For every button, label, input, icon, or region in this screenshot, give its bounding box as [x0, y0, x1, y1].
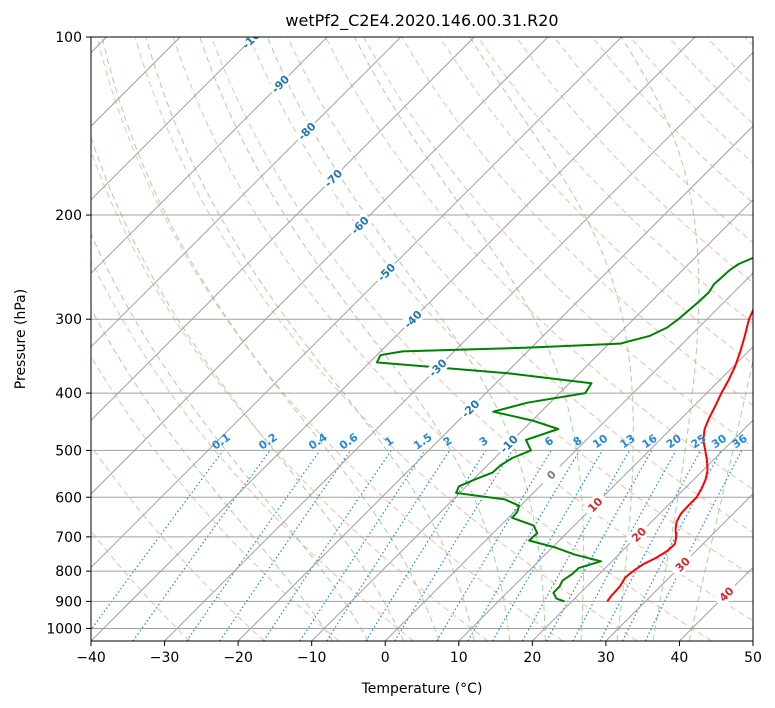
mixing-ratio-line — [299, 450, 426, 641]
mixing-ratio-line — [326, 450, 451, 641]
x-tick-label: −30 — [150, 650, 180, 666]
y-tick-label: 200 — [55, 208, 82, 224]
plot-frame — [90, 36, 754, 642]
y-tick-label: 500 — [55, 443, 82, 459]
mixing-ratio-line — [546, 450, 653, 641]
moist-adiabat — [91, 232, 369, 641]
dry-adiabat — [210, 37, 753, 622]
isotherm-line — [91, 37, 696, 641]
dry-adiabat — [248, 37, 753, 577]
isotherm-label-bg — [266, 70, 294, 98]
mixing-ratio-line — [644, 450, 743, 641]
isotherm-line — [752, 640, 753, 641]
isotherm-line — [384, 272, 753, 641]
y-tick-label: 300 — [55, 312, 82, 328]
temperature-profile-line — [606, 308, 753, 602]
isotherm-line — [91, 37, 255, 201]
dry-adiabat — [91, 355, 340, 641]
dry-adiabat — [96, 37, 563, 641]
dry-adiabat — [172, 37, 713, 641]
moist-adiabat — [688, 358, 753, 641]
moist-adiabat — [101, 37, 440, 641]
moist-adiabat — [199, 37, 511, 641]
x-tick-label: 30 — [597, 650, 615, 666]
y-tick-label: 600 — [55, 490, 82, 506]
mixing-ratio-line — [263, 450, 392, 641]
dry-adiabat — [325, 37, 753, 490]
x-tick-label: 20 — [523, 650, 541, 666]
moist-adiabat — [620, 37, 700, 641]
mixing-ratio-line — [521, 450, 631, 641]
isotherm-label-bg — [372, 258, 400, 286]
isotherm-line — [91, 37, 475, 422]
mixing-ratio-line — [91, 450, 224, 631]
mixing-ratio-line — [219, 450, 352, 641]
dry-adiabat — [134, 37, 638, 641]
isotherm-lines — [91, 37, 753, 641]
x-tick-label: 10 — [450, 650, 468, 666]
isotherm-line — [91, 37, 328, 274]
isotherm-label-bg — [625, 521, 653, 548]
x-tick-label: 0 — [381, 650, 390, 666]
y-tick-label: 100 — [55, 30, 82, 46]
y-tick-label: 700 — [55, 530, 82, 546]
x-axis: −40 −30 −20 −10 0 10 20 30 40 50 — [76, 641, 762, 666]
x-tick-label: −10 — [297, 650, 327, 666]
moist-adiabat — [354, 37, 585, 641]
dewpoint-profile-line — [375, 256, 753, 603]
isotherm-line — [91, 37, 622, 569]
dry-adiabat — [91, 444, 265, 641]
dry-adiabat — [91, 259, 414, 641]
dry-adiabat — [515, 37, 753, 284]
dry-adiabat — [286, 37, 753, 534]
y-tick-label: 800 — [55, 564, 82, 580]
isotherm-line — [237, 125, 753, 641]
isotherm-label-bg — [399, 305, 427, 333]
x-tick-label: −20 — [223, 650, 253, 666]
y-axis: 100 200 300 400 500 600 700 800 900 1000 — [46, 30, 91, 637]
isotherm-label-bg — [495, 430, 523, 458]
isotherm-label-bg — [424, 354, 452, 382]
moist-adiabat — [266, 37, 546, 641]
y-axis-label: Pressure (hPa) — [13, 289, 29, 389]
y-tick-label: 400 — [55, 386, 82, 402]
dry-adiabats — [91, 37, 753, 641]
isotherm-label-bg — [537, 461, 565, 489]
isotherm-label-bg — [319, 164, 347, 192]
isotherm-line — [605, 493, 753, 641]
chart-title: wetPf2_C2E4.2020.146.00.31.R20 — [285, 11, 558, 31]
x-tick-label: −40 — [76, 650, 106, 666]
isotherm-line — [91, 37, 549, 495]
mixing-ratio-line — [572, 450, 677, 641]
y-tick-label: 1000 — [46, 621, 82, 637]
isotherm-label-bg — [240, 37, 268, 51]
x-tick-label: 50 — [744, 650, 762, 666]
isotherm-label-bg — [581, 491, 609, 519]
mixing-ratio-line — [186, 450, 321, 641]
y-tick-label: 900 — [55, 594, 82, 610]
isotherm-line — [311, 198, 753, 641]
isotherm-label-bg — [712, 580, 740, 608]
sounding-series — [375, 256, 753, 603]
isotherm-line — [164, 51, 753, 641]
isotherm-label-bg — [346, 211, 374, 239]
mixing-ratio-line — [394, 450, 513, 641]
x-tick-label: 40 — [671, 650, 689, 666]
x-axis-label: Temperature (°C) — [361, 681, 483, 697]
isotherm-label-bg — [293, 117, 321, 145]
moist-adiabat — [91, 135, 405, 641]
plot-area: 0.10.20.40.611.52346810131620253036 -100… — [91, 37, 753, 641]
isotherm-label-bg — [456, 395, 484, 423]
moist-adiabat — [145, 37, 475, 641]
moist-adiabat — [91, 307, 334, 641]
isotherm-line — [458, 346, 753, 641]
isotherm-label-bg — [669, 550, 696, 578]
